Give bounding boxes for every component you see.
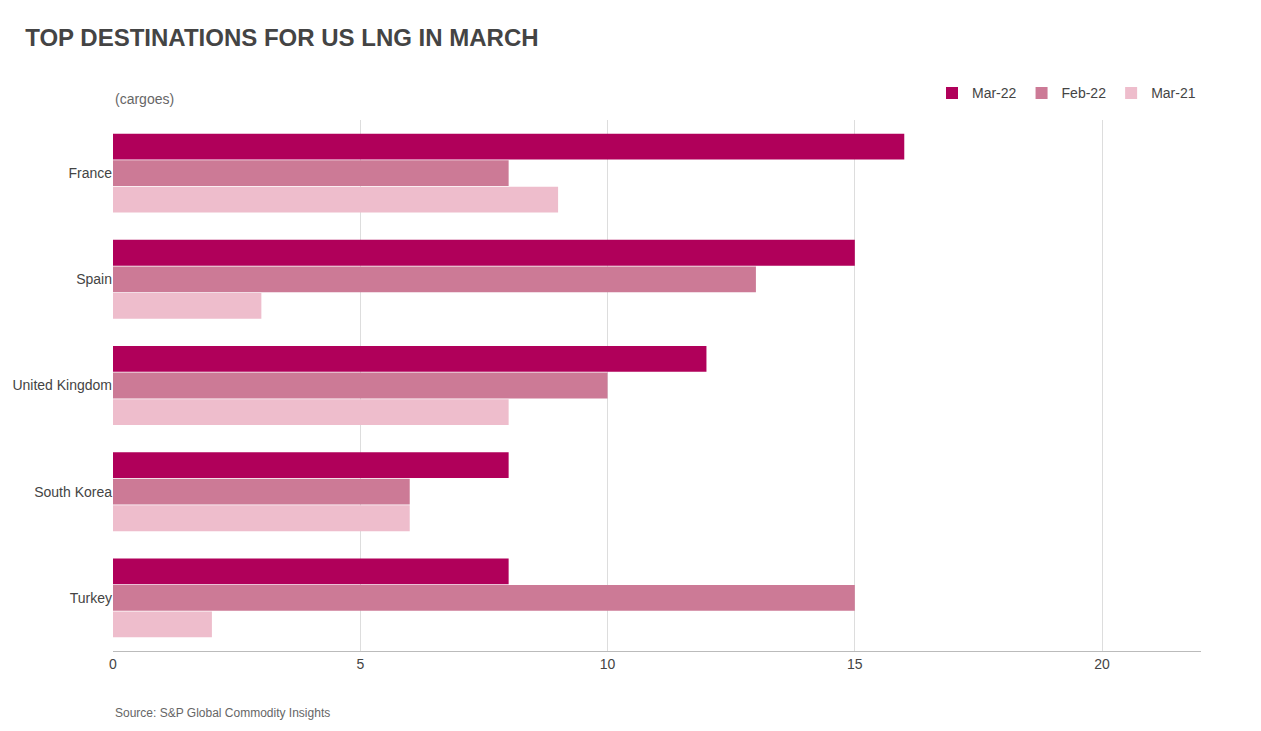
svg-text:10: 10 [600,656,616,672]
svg-text:20: 20 [1094,656,1110,672]
svg-text:Feb-22: Feb-22 [1062,85,1107,101]
svg-text:Mar-22: Mar-22 [972,85,1017,101]
svg-text:Spain: Spain [76,271,112,287]
svg-text:Turkey: Turkey [70,590,112,606]
svg-text:5: 5 [356,656,364,672]
svg-text:Mar-21: Mar-21 [1151,85,1196,101]
svg-text:South Korea: South Korea [34,484,112,500]
svg-text:United Kingdom: United Kingdom [12,377,112,393]
svg-text:(cargoes): (cargoes) [115,91,174,107]
svg-text:TOP DESTINATIONS FOR US LNG IN: TOP DESTINATIONS FOR US LNG IN MARCH [25,24,538,51]
svg-text:15: 15 [847,656,863,672]
svg-text:0: 0 [109,656,117,672]
svg-text:France: France [68,165,112,181]
svg-text:Source: S&P Global Commodity I: Source: S&P Global Commodity Insights [115,706,330,720]
